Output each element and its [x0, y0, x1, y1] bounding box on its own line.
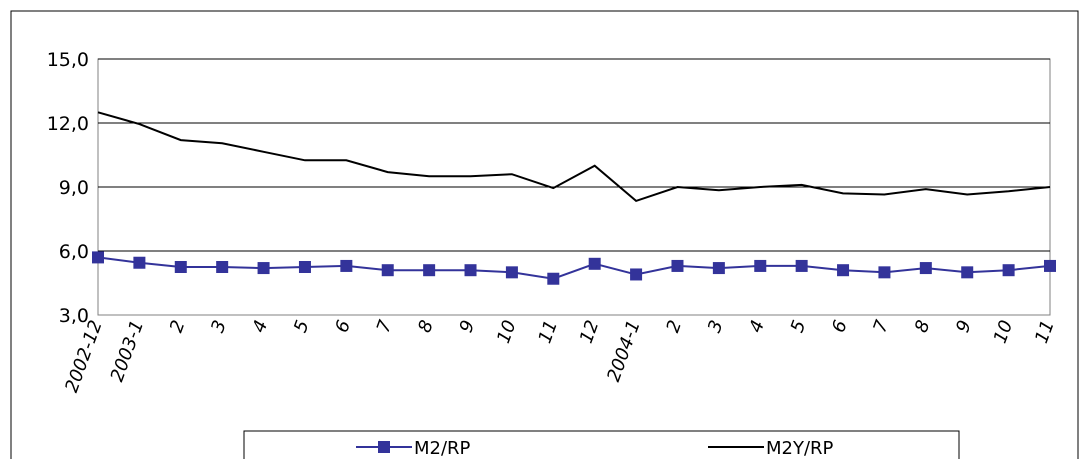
data-point-m2	[92, 251, 104, 264]
data-point-m2	[630, 268, 643, 281]
data-point-m2	[588, 257, 601, 270]
data-point-m2	[795, 259, 808, 272]
data-point-m2	[1044, 259, 1056, 272]
data-point-m2	[712, 262, 725, 275]
series-lines	[97, 111, 1051, 280]
data-point-m2	[837, 264, 850, 277]
data-point-m2	[257, 262, 270, 275]
series-line-m2y	[97, 111, 1051, 203]
gridlines	[98, 58, 1050, 252]
data-point-m2	[298, 261, 311, 273]
legend-label-m2: M2/RP	[414, 438, 471, 459]
data-point-m2	[464, 264, 477, 277]
y-tick-label: 9,0	[59, 177, 89, 199]
legend-item-m2y: M2Y/RP	[708, 438, 834, 459]
data-point-m2	[671, 259, 684, 272]
data-point-m2	[174, 261, 187, 273]
series-line-m2	[97, 256, 1051, 280]
y-tick-label: 15,0	[47, 49, 89, 71]
data-point-m2	[961, 266, 974, 279]
data-point-m2	[216, 261, 229, 273]
data-point-m2	[754, 259, 767, 272]
data-point-m2	[340, 259, 353, 272]
data-point-m2	[878, 266, 891, 279]
legend-label-m2y: M2Y/RP	[766, 438, 834, 459]
legend: M2/RP M2Y/RP	[243, 430, 960, 463]
legend-marker-m2	[378, 441, 390, 453]
y-tick-label: 3,0	[59, 305, 89, 327]
data-point-m2	[423, 264, 436, 277]
data-point-m2	[133, 256, 146, 269]
legend-item-m2: M2/RP	[356, 438, 471, 459]
data-point-m2	[381, 264, 394, 277]
series-markers	[92, 251, 1056, 285]
data-point-m2	[547, 272, 560, 285]
y-tick-label: 6,0	[59, 241, 89, 263]
data-point-m2	[505, 266, 518, 279]
y-tick-label: 12,0	[47, 113, 89, 135]
data-point-m2	[1002, 264, 1015, 277]
data-point-m2	[919, 262, 932, 275]
y-axis-tick-labels: 3,0 6,0 9,0 12,0 15,0	[47, 49, 89, 327]
legend-box	[243, 430, 960, 463]
